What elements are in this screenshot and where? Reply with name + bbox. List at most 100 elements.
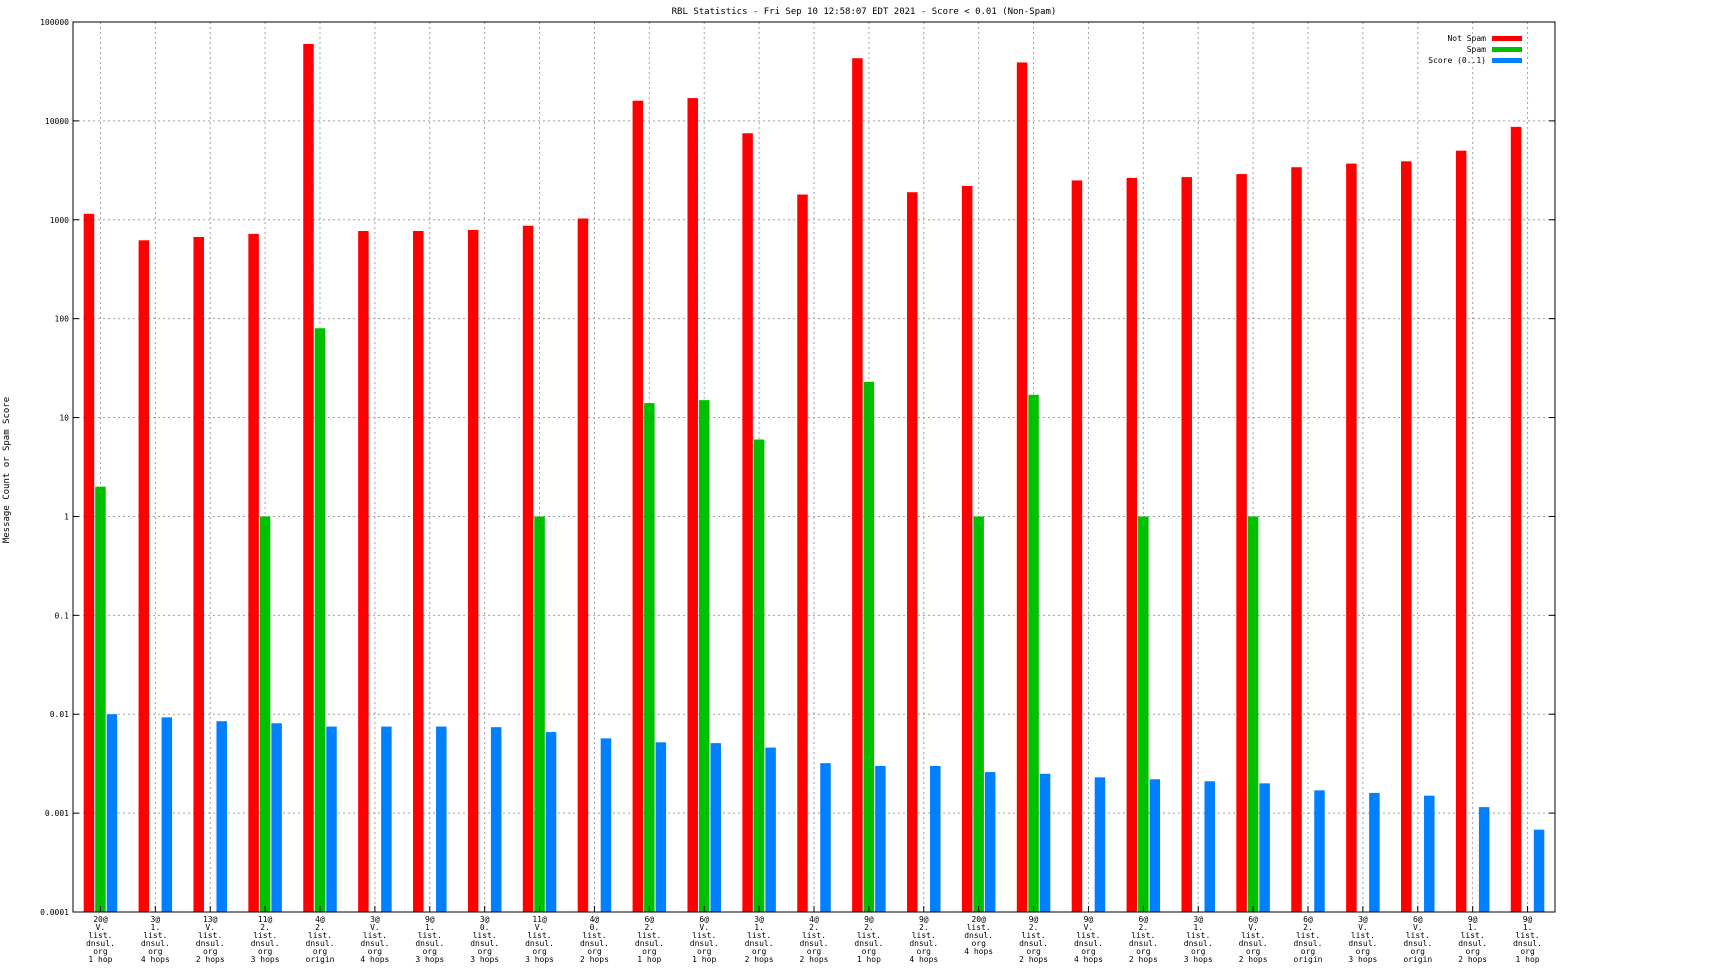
legend-label: Score (0..1) — [1428, 56, 1486, 65]
x-tick-label-line: dnsul. — [1129, 939, 1158, 948]
x-tick-label: 9@ 1. list. dnsul. org 2 hops — [1458, 915, 1487, 964]
x-tick-label-line: dnsul. — [1348, 939, 1377, 948]
bar-score-0-1 — [1424, 795, 1435, 912]
x-tick-label-line: 1 hop — [88, 955, 112, 964]
x-tick-label-line: 6@ — [645, 915, 655, 924]
bar-not-spam — [1071, 180, 1083, 913]
x-tick-label-line: list. — [1516, 931, 1540, 940]
x-tick-label-line: 2. — [1139, 923, 1149, 932]
x-tick-label-line: V. — [96, 923, 106, 932]
bar-not-spam — [1291, 167, 1302, 913]
x-tick-label-line: org — [1301, 947, 1316, 956]
x-tick-label-line: 4@ — [315, 915, 325, 924]
x-tick-label-line: 4@ — [590, 915, 600, 924]
x-tick-label-line: 6@ — [699, 915, 709, 924]
bar-score-0-1 — [710, 743, 721, 912]
x-tick-label-line: list. — [1186, 931, 1210, 940]
x-tick-label-line: 1. — [425, 923, 435, 932]
legend-swatch — [1492, 47, 1522, 52]
bar-score-0-1 — [490, 727, 502, 912]
x-tick-label-line: 3@ — [754, 915, 764, 924]
x-tick-label-line: dnsul. — [525, 939, 554, 948]
x-tick-label: 3@ V. list. dnsul. org 4 hops — [360, 915, 389, 964]
x-tick-label-line: list. — [582, 931, 606, 940]
x-tick-label-line: 1 hop — [637, 955, 661, 964]
bar-score-0-1 — [765, 747, 776, 912]
x-tick-label-line: 1 hop — [857, 955, 881, 964]
bar-score-0-1 — [326, 726, 337, 912]
bar-score-0-1 — [1314, 790, 1325, 912]
x-tick-label-line: 1. — [151, 923, 161, 932]
x-tick-label: 11@ 2. list. dnsul. org 3 hops — [251, 915, 280, 964]
y-axis-ticks: 0.0001 0.001 0.01 0.1 1 10 100 1000 10000 100000 — [40, 18, 1555, 917]
x-tick-label-line: dnsul. — [1074, 939, 1103, 948]
x-tick-label-line: 1. — [1193, 923, 1203, 932]
x-tick-label: 6@ V. list. dnsul. org origin — [1403, 915, 1432, 964]
x-tick-label-line: 1. — [1468, 923, 1478, 932]
x-tick-label-line: list. — [1131, 931, 1155, 940]
x-tick-label-line: dnsul. — [86, 939, 115, 948]
x-tick-label-line: 1. — [754, 923, 764, 932]
x-tick-label-line: V. — [1084, 923, 1094, 932]
x-tick-label-line: org — [532, 947, 547, 956]
x-tick-label-line: list. — [637, 931, 661, 940]
x-tick-label-line: 9@ — [425, 915, 435, 924]
x-tick-label: 9@ 2. list. dnsul. org 2 hops — [1019, 915, 1048, 964]
x-tick-label-line: origin — [1294, 955, 1323, 964]
x-tick-label-line: dnsul. — [1403, 939, 1432, 948]
x-tick-label-line: list. — [692, 931, 716, 940]
x-tick-label-line: dnsul. — [800, 939, 829, 948]
bar-not-spam — [687, 98, 698, 913]
bar-spam — [698, 400, 710, 912]
bar-spam — [534, 516, 545, 912]
bar-score-0-1 — [161, 717, 173, 912]
x-tick-label-line: 4 hops — [141, 955, 170, 964]
x-tick-label-line: list. — [1076, 931, 1100, 940]
x-tick-label-line: 1. — [1523, 923, 1533, 932]
bar-not-spam — [1126, 177, 1138, 912]
x-tick-label-line: list. — [253, 931, 277, 940]
x-tick-label-line: list. — [857, 931, 881, 940]
x-tick-label-line: list. — [1296, 931, 1320, 940]
bar-spam — [644, 403, 655, 912]
x-tick-label-line: list. — [198, 931, 222, 940]
bar-spam — [1028, 394, 1039, 912]
x-tick-label-line: 3 hops — [470, 955, 499, 964]
x-tick-label-line: org — [1136, 947, 1151, 956]
x-tick-label-line: 2 hops — [800, 955, 829, 964]
x-tick-label-line: 9@ — [1468, 915, 1478, 924]
bar-not-spam — [1455, 150, 1467, 912]
x-tick-label-line: dnsul. — [854, 939, 883, 948]
x-tick-label-line: 20@ — [93, 915, 108, 924]
x-tick-label-line: 2 hops — [1019, 955, 1048, 964]
x-tick-label-line: list. — [143, 931, 167, 940]
x-tick-label-line: dnsul. — [1239, 939, 1268, 948]
x-tick-label-line: org — [697, 947, 712, 956]
x-tick-label-line: dnsul. — [470, 939, 499, 948]
x-tick-label-line: 3 hops — [415, 955, 444, 964]
x-tick-label-line: origin — [306, 955, 335, 964]
x-tick-label: 6@ V. list. dnsul. org 2 hops — [1239, 915, 1268, 964]
bar-spam — [753, 439, 765, 912]
bar-score-0-1 — [216, 721, 227, 912]
x-tick-label: 6@ V. list. dnsul. org 1 hop — [690, 915, 719, 964]
bar-score-0-1 — [600, 738, 612, 912]
x-tick-label-line: dnsul. — [1184, 939, 1213, 948]
bars — [83, 43, 1545, 913]
x-tick-label-line: org — [368, 947, 383, 956]
x-tick-label-line: 3 hops — [251, 955, 280, 964]
x-tick-label: 3@ V. list. dnsul. org 3 hops — [1348, 915, 1377, 964]
x-tick-label-line: list. — [802, 931, 826, 940]
x-tick-label-line: list. — [528, 931, 552, 940]
x-tick-label-line: dnsul. — [415, 939, 444, 948]
x-tick-label: 3@ 1. list. dnsul. org 2 hops — [745, 915, 774, 964]
x-tick-label-line: 0. — [480, 923, 490, 932]
bar-not-spam — [413, 231, 424, 913]
x-tick-label-line: org — [1026, 947, 1041, 956]
x-tick-label: 9@ 1. list. dnsul. org 3 hops — [415, 915, 444, 964]
x-tick-label-line: dnsul. — [251, 939, 280, 948]
bar-score-0-1 — [1039, 773, 1051, 912]
x-tick-label-line: 2 hops — [1458, 955, 1487, 964]
bar-score-0-1 — [1478, 807, 1490, 912]
bar-spam — [863, 381, 875, 913]
